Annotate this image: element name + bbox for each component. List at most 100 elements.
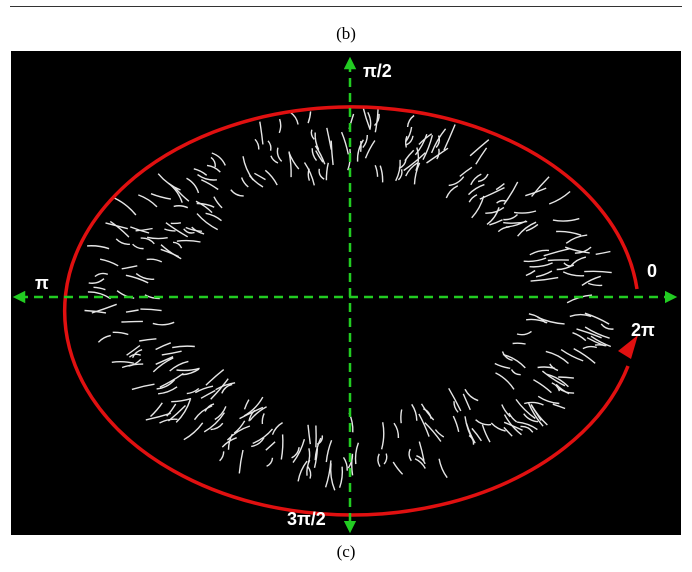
edge-stroke [415, 147, 420, 171]
edge-stroke [140, 308, 162, 312]
caption-c: (c) [336, 542, 356, 561]
edge-stroke [311, 148, 318, 162]
edge-stroke [91, 303, 117, 314]
edge-stroke [503, 426, 513, 437]
edge-stroke [191, 226, 205, 235]
edge-stroke [364, 140, 376, 159]
edge-stroke [537, 316, 565, 325]
edge-stroke [584, 326, 610, 339]
edge-stroke [556, 264, 574, 271]
edge-stroke [502, 353, 526, 369]
edge-stroke [160, 244, 182, 260]
edge-stroke [270, 155, 279, 164]
edge-stroke [131, 349, 143, 359]
edge-stroke [551, 382, 561, 392]
edge-stroke [418, 413, 430, 437]
edge-stroke [495, 183, 505, 191]
edge-stroke [435, 135, 441, 148]
edge-stroke [527, 402, 544, 427]
edge-stroke [193, 405, 213, 421]
edge-stroke [408, 448, 412, 462]
edge-stroke [325, 440, 333, 463]
edge-stroke [159, 372, 184, 388]
edge-stroke [338, 466, 344, 488]
edge-stroke [254, 172, 266, 181]
edge-stroke [288, 152, 300, 170]
edge-stroke [280, 434, 284, 460]
edge-stroke [109, 220, 130, 238]
edge-stroke [315, 150, 324, 163]
edge-stroke [310, 129, 315, 140]
edge-stroke [434, 429, 445, 438]
edge-stroke [547, 259, 569, 262]
edge-stroke [87, 245, 110, 250]
edge-stroke [252, 428, 274, 445]
edge-stroke [422, 135, 434, 161]
edge-stroke [452, 415, 460, 433]
edge-stroke [174, 187, 190, 202]
edge-stroke [470, 173, 482, 186]
edge-stroke [533, 379, 552, 394]
edge-stroke [239, 406, 264, 420]
edge-stroke [194, 385, 214, 394]
edge-stroke [562, 271, 585, 277]
edge-stroke [169, 360, 189, 372]
edge-stroke [380, 422, 385, 450]
edge-stroke [259, 121, 264, 145]
edge-stroke [171, 397, 192, 403]
edge-stroke [325, 162, 329, 181]
edge-stroke [541, 370, 566, 387]
edge-stroke [503, 181, 519, 205]
edge-stroke [479, 186, 505, 200]
edge-stroke [590, 335, 612, 348]
edge-stroke [173, 205, 189, 209]
edge-stroke [227, 433, 234, 450]
edge-stroke [150, 402, 163, 418]
edge-stroke [584, 312, 610, 325]
edge-strokes [84, 106, 614, 491]
edge-stroke [307, 111, 312, 124]
edge-stroke [462, 393, 471, 411]
edge-stroke [565, 234, 588, 244]
edge-stroke [112, 331, 129, 336]
edge-stroke [196, 213, 219, 231]
edge-stroke [414, 458, 426, 469]
edge-stroke [468, 194, 478, 203]
edge-stroke [564, 246, 590, 254]
edge-stroke [520, 425, 534, 433]
edge-stroke [545, 350, 569, 365]
edge-stroke [459, 166, 473, 177]
edge-stroke [254, 138, 260, 150]
edge-stroke [94, 272, 109, 278]
edge-stroke [111, 361, 134, 364]
edge-stroke [146, 258, 163, 263]
edge-stroke [243, 399, 250, 410]
edge-stroke [176, 239, 201, 243]
edge-stroke [377, 453, 381, 467]
edge-stroke [471, 427, 482, 442]
edge-stroke [546, 373, 569, 388]
label-pi-half: π/2 [363, 61, 392, 81]
label-pi: π [35, 273, 49, 293]
edge-stroke [600, 323, 614, 330]
edge-stroke [582, 345, 598, 350]
edge-stroke [552, 403, 566, 410]
edge-stroke [139, 338, 157, 342]
edge-stroke [128, 353, 141, 358]
edge-stroke [183, 422, 204, 441]
edge-stroke [406, 114, 415, 128]
label-three-pi-half: 3π/2 [287, 509, 326, 529]
edge-stroke [356, 139, 364, 162]
edge-stroke [512, 342, 526, 345]
edge-stroke [166, 403, 177, 417]
edge-stroke [584, 270, 612, 274]
edge-stroke [529, 262, 553, 268]
edge-stroke [146, 236, 168, 240]
edge-stroke [560, 349, 584, 362]
edge-stroke [221, 383, 233, 394]
edge-stroke [318, 168, 325, 180]
edge-stroke [196, 202, 215, 208]
edge-stroke [261, 413, 265, 425]
edge-stroke [413, 162, 421, 185]
edge-stroke [501, 404, 511, 418]
